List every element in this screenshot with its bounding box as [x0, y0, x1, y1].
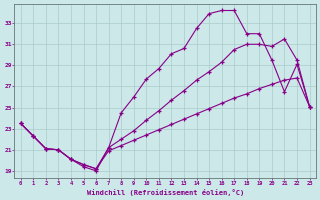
X-axis label: Windchill (Refroidissement éolien,°C): Windchill (Refroidissement éolien,°C): [86, 189, 244, 196]
